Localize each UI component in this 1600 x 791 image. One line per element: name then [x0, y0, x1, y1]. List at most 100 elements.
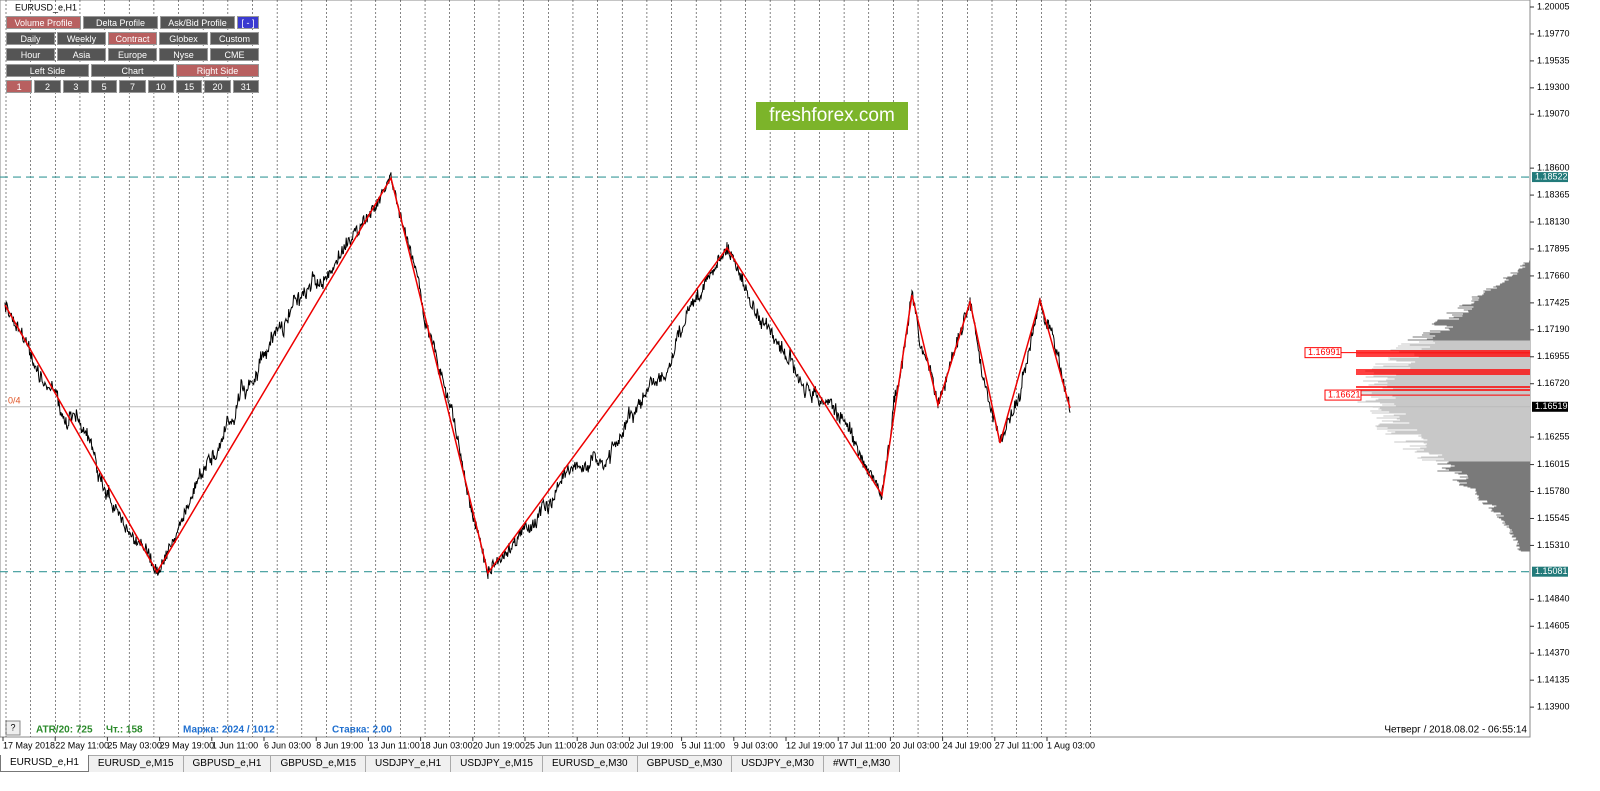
tab-bar: EURUSD_e,H1 EURUSD_e,M15 GBPUSD_e,H1 GBPUSD… — [0, 755, 901, 772]
chart-tab[interactable]: EURUSD_e,M30 — [542, 755, 638, 772]
level-tag — [1532, 566, 1568, 577]
panel-button[interactable]: Weekly — [57, 32, 106, 45]
price-label: 1.14135 — [1537, 675, 1570, 685]
button-row: Left Side Chart Right Side — [6, 64, 259, 77]
chart-tab[interactable]: GBPUSD_e,M15 — [271, 755, 367, 772]
profile-label: 1.16621 — [1328, 389, 1361, 399]
button-row: Hour Asia Europe Nyse CME — [6, 48, 259, 61]
level-label: 1.15081 — [1535, 566, 1568, 576]
level-tag — [1532, 401, 1568, 412]
price-label: 1.18130 — [1537, 216, 1570, 226]
datetime: Четверг / 2018.08.02 - 06:55:14 — [1384, 725, 1527, 736]
profile-panel: Volume Profile Delta Profile Ask/Bid Profi… — [6, 16, 259, 96]
panel-button[interactable]: Nyse — [159, 48, 208, 61]
price-label: 1.17190 — [1537, 324, 1570, 334]
time-label: 6 Jun 03:00 — [264, 740, 311, 750]
time-label: 17 May 2018 — [3, 740, 55, 750]
panel-button[interactable]: 3 — [62, 80, 89, 93]
time-label: 22 May 11:00 — [55, 740, 109, 750]
panel-button[interactable]: 5 — [90, 80, 118, 93]
watermark: freshforex.com — [756, 102, 908, 130]
price-label: 1.16255 — [1537, 431, 1570, 441]
time-label: 2 Jul 19:00 — [629, 740, 673, 750]
time-label: 29 May 19:00 — [160, 740, 215, 750]
button-row: Volume Profile Delta Profile Ask/Bid Profi… — [6, 16, 259, 29]
chart-tab[interactable]: GBPUSD_e,M30 — [637, 755, 733, 772]
panel-button[interactable]: Chart — [91, 64, 174, 77]
time-label: 24 Jul 19:00 — [943, 740, 992, 750]
time-label: 25 May 03:00 — [107, 740, 162, 750]
panel-button[interactable]: 10 — [147, 80, 174, 93]
level-label: 1.18522 — [1535, 171, 1568, 181]
price-label: 1.19535 — [1537, 55, 1570, 65]
level-tag — [1532, 172, 1568, 183]
panel-button[interactable]: Volume Profile — [6, 16, 81, 29]
price-label: 1.19070 — [1537, 109, 1570, 119]
time-label: 5 Jul 11:00 — [682, 740, 725, 750]
price-label: 1.15545 — [1537, 513, 1570, 523]
rate: Ставка: 2.00 — [332, 725, 392, 736]
panel-button[interactable]: 31 — [232, 80, 259, 93]
chart-tab[interactable]: EURUSD_e,M15 — [88, 755, 184, 772]
time-label: 8 Jun 19:00 — [316, 740, 363, 750]
price-label: 1.18600 — [1537, 163, 1570, 173]
panel-button[interactable]: Asia — [57, 48, 106, 61]
chart-tab[interactable]: USDJPY_e,M15 — [451, 755, 543, 772]
time-label: 18 Jun 03:00 — [421, 740, 473, 750]
price-label: 1.20005 — [1537, 1, 1570, 11]
panel-button[interactable]: CME — [210, 48, 259, 61]
price-label: 1.15780 — [1537, 486, 1570, 496]
panel-button[interactable]: Delta Profile — [83, 16, 158, 29]
panel-button[interactable]: [ - ] — [237, 16, 259, 29]
margin: Маржа: 2024 / 1012 — [183, 725, 275, 736]
price-label: 1.14840 — [1537, 594, 1570, 604]
panel-button[interactable]: Ask/Bid Profile — [160, 16, 235, 29]
time-label: 25 Jun 11:00 — [525, 740, 576, 750]
panel-button[interactable]: Hour — [6, 48, 55, 61]
price-label: 1.14370 — [1537, 648, 1570, 658]
time-label: 27 Jul 11:00 — [995, 740, 1043, 750]
profile-label: 1.16991 — [1308, 347, 1341, 357]
panel-button[interactable]: Europe — [108, 48, 157, 61]
panel-button[interactable]: Left Side — [6, 64, 89, 77]
level-label: 1.16519 — [1535, 401, 1568, 411]
chart-tab[interactable]: GBPUSD_e,H1 — [183, 755, 272, 772]
time-label: 1 Aug 03:00 — [1047, 740, 1095, 750]
chart-tab[interactable]: #WTI_e,M30 — [823, 755, 901, 772]
panel-button[interactable]: Contract — [108, 32, 157, 45]
panel-button[interactable]: Right Side — [176, 64, 259, 77]
price-label: 1.16720 — [1537, 378, 1570, 388]
time-label: 20 Jun 19:00 — [473, 740, 525, 750]
price-label: 1.18365 — [1537, 189, 1570, 199]
price-label: 1.15310 — [1537, 540, 1570, 550]
button-row: 1 2 3 5 7 10 15 20 31 — [6, 80, 259, 93]
time-label: 1 Jun 11:00 — [212, 740, 258, 750]
panel-button[interactable]: Globex — [159, 32, 208, 45]
time-label: 20 Jul 03:00 — [890, 740, 939, 750]
price-label: 1.17660 — [1537, 270, 1570, 280]
panel-button[interactable]: 7 — [119, 80, 146, 93]
time-label: 13 Jun 11:00 — [368, 740, 419, 750]
count: Чт.: 158 — [106, 725, 143, 736]
time-label: 9 Jul 03:00 — [734, 740, 778, 750]
panel-button[interactable]: Daily — [6, 32, 55, 45]
chart-tab[interactable]: USDJPY_e,M30 — [732, 755, 824, 772]
panel-button[interactable]: Custom — [210, 32, 259, 45]
panel-button[interactable]: 1 — [6, 80, 33, 93]
panel-button[interactable]: 20 — [204, 80, 231, 93]
left-marker: 0/4 — [8, 395, 21, 405]
window-title: EURUSD_e,H1 — [15, 2, 77, 12]
chart-tab[interactable]: USDJPY_e,H1 — [366, 755, 452, 772]
price-label: 1.19300 — [1537, 82, 1570, 92]
help-label[interactable]: ? — [10, 722, 15, 732]
button-row: Daily Weekly Contract Globex Custom — [6, 32, 259, 45]
time-label: 28 Jun 03:00 — [577, 740, 629, 750]
price-label: 1.19770 — [1537, 28, 1570, 38]
zigzag — [4, 176, 1071, 575]
price-label: 1.14605 — [1537, 621, 1570, 631]
chart-tab[interactable]: EURUSD_e,H1 — [0, 755, 89, 772]
panel-button[interactable]: 15 — [175, 80, 203, 93]
panel-button[interactable]: 2 — [34, 80, 61, 93]
price-label: 1.16955 — [1537, 351, 1570, 361]
